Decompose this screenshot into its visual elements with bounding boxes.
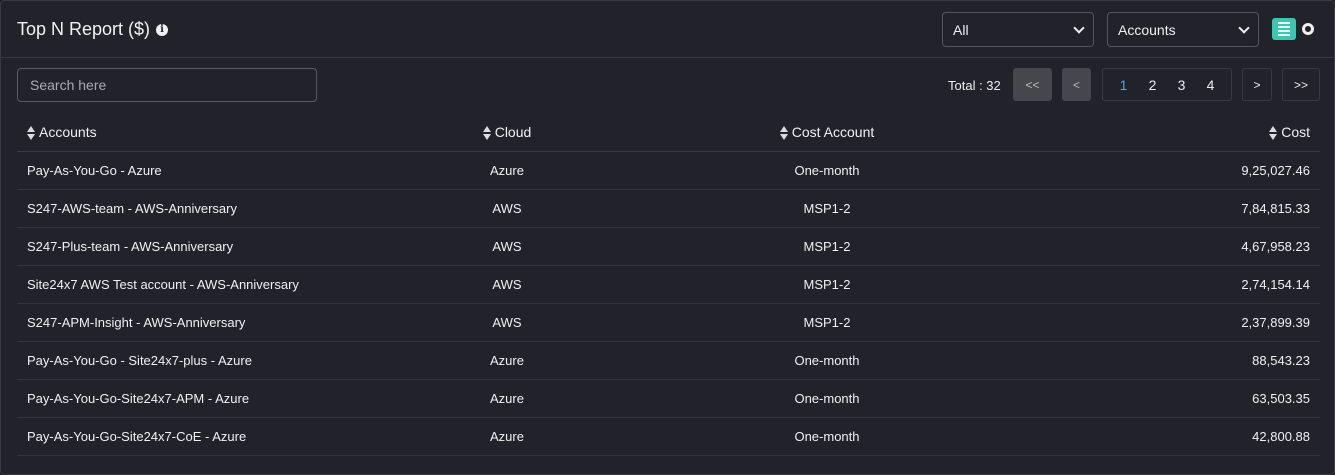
cloud-cell: Azure — [417, 379, 597, 418]
column-header-accounts[interactable]: Accounts — [17, 113, 417, 152]
cost-account-cell: One-month — [597, 151, 1057, 190]
cost-account-cell: One-month — [597, 417, 1057, 456]
cloud-cell: AWS — [417, 303, 597, 342]
cost-cell: 2,74,154.14 — [1057, 265, 1320, 304]
cost-cell: 88,543.23 — [1057, 341, 1320, 380]
cost-cell: 7,84,815.33 — [1057, 189, 1320, 228]
cost-account-cell: MSP1-2 — [597, 227, 1057, 266]
account-cell: S247-AWS-team - AWS-Anniversary — [17, 189, 417, 228]
table-row: Pay-As-You-Go - Azure Azure One-month 9,25,… — [17, 151, 1320, 190]
column-header-cost[interactable]: Cost — [1057, 113, 1320, 152]
table-row: S247-Plus-team - AWS-Anniversary AWS MSP1-… — [17, 227, 1320, 266]
table-row: Pay-As-You-Go-Site24x7-APM - Azure Azure O… — [17, 379, 1320, 418]
group-by-value: Accounts — [1118, 21, 1176, 38]
filter-value: All — [953, 21, 969, 38]
cost-account-cell: MSP1-2 — [597, 303, 1057, 342]
cost-account-cell: MSP1-2 — [597, 265, 1057, 304]
title-text: Top N Report ($) — [17, 19, 151, 39]
cost-account-cell: MSP1-2 — [597, 189, 1057, 228]
column-header-cloud[interactable]: Cloud — [417, 113, 597, 152]
next-page-button[interactable]: > — [1242, 68, 1272, 101]
filter-select[interactable]: All — [942, 12, 1094, 47]
account-cell: Pay-As-You-Go - Azure — [17, 151, 417, 190]
total-count: Total : 32 — [948, 78, 1001, 93]
cloud-cell: Azure — [417, 341, 597, 380]
account-cell: Pay-As-You-Go-Site24x7-CoE - Azure — [17, 417, 417, 456]
table-row: Pay-As-You-Go-Site24x7-CoE - Azure Azure O… — [17, 417, 1320, 456]
table-row: Pay-As-You-Go - Site24x7-plus - Azure Azu… — [17, 341, 1320, 380]
cost-cell: 4,67,958.23 — [1057, 227, 1320, 266]
chevron-down-icon — [1073, 21, 1085, 34]
page-3-button[interactable]: 3 — [1177, 76, 1186, 93]
table-view-button[interactable] — [1272, 18, 1296, 40]
sort-icon — [482, 125, 491, 140]
chevron-down-icon — [1238, 21, 1250, 34]
page-1-button[interactable]: 1 — [1119, 76, 1128, 93]
table-row: S247-AWS-team - AWS-Anniversary AWS MSP1-2… — [17, 189, 1320, 228]
page-4-button[interactable]: 4 — [1206, 76, 1215, 93]
cloud-cell: Azure — [417, 417, 597, 456]
report-table: Accounts Cloud Cost Account Cost Pay-As-… — [17, 113, 1320, 456]
search-input[interactable] — [17, 68, 317, 102]
info-icon[interactable]: i — [156, 23, 169, 36]
group-by-select[interactable]: Accounts — [1107, 12, 1259, 47]
column-header-cost-account[interactable]: Cost Account — [597, 113, 1057, 152]
panel-header: Top N Report ($) i All Accounts — [1, 1, 1334, 58]
cost-cell: 63,503.35 — [1057, 379, 1320, 418]
cloud-cell: AWS — [417, 227, 597, 266]
page-numbers: 1 2 3 4 — [1102, 68, 1232, 101]
cloud-cell: AWS — [417, 265, 597, 304]
sort-icon — [1269, 125, 1278, 140]
last-page-button[interactable]: >> — [1282, 68, 1320, 101]
first-page-button[interactable]: << — [1013, 68, 1052, 101]
cost-cell: 42,800.88 — [1057, 417, 1320, 456]
account-cell: S247-Plus-team - AWS-Anniversary — [17, 227, 417, 266]
sort-icon — [779, 125, 788, 140]
table-row: S247-APM-Insight - AWS-Anniversary AWS MSP… — [17, 303, 1320, 342]
cloud-cell: Azure — [417, 151, 597, 190]
account-cell: Site24x7 AWS Test account - AWS-Annivers… — [17, 265, 417, 304]
chart-view-icon[interactable] — [1302, 23, 1314, 35]
cost-account-cell: One-month — [597, 341, 1057, 380]
sort-icon — [27, 125, 35, 140]
prev-page-button[interactable]: < — [1062, 68, 1091, 101]
cost-cell: 2,37,899.39 — [1057, 303, 1320, 342]
cost-account-cell: One-month — [597, 379, 1057, 418]
account-cell: Pay-As-You-Go-Site24x7-APM - Azure — [17, 379, 417, 418]
cloud-cell: AWS — [417, 189, 597, 228]
page-title: Top N Report ($) i — [17, 19, 169, 40]
table-header-row: Accounts Cloud Cost Account Cost — [17, 113, 1320, 152]
account-cell: S247-APM-Insight - AWS-Anniversary — [17, 303, 417, 342]
table-row: Site24x7 AWS Test account - AWS-Annivers… — [17, 265, 1320, 304]
account-cell: Pay-As-You-Go - Site24x7-plus - Azure — [17, 341, 417, 380]
page-2-button[interactable]: 2 — [1148, 76, 1157, 93]
cost-cell: 9,25,027.46 — [1057, 151, 1320, 190]
